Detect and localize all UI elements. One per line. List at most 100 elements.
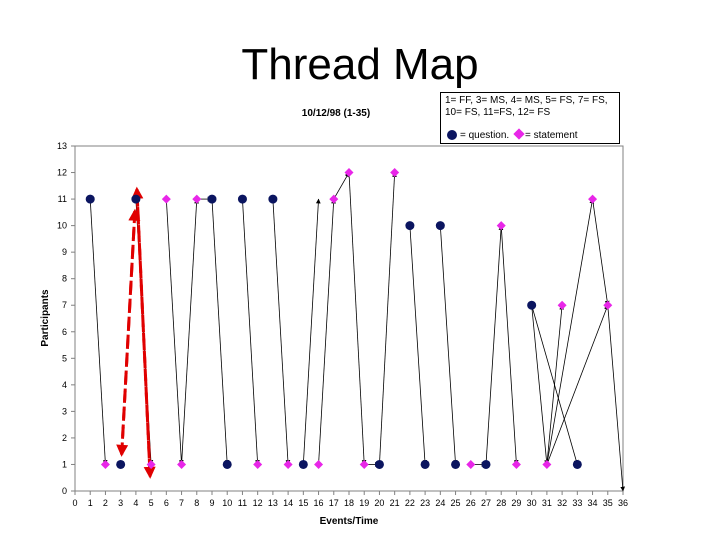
x-tick-label: 10: [222, 498, 232, 508]
statement-point: [557, 300, 567, 310]
question-point: [572, 459, 582, 469]
x-tick-label: 7: [179, 498, 184, 508]
question-marker-icon: [447, 130, 457, 140]
y-tick-label: 0: [62, 486, 67, 496]
y-tick-label: 4: [62, 380, 67, 390]
thread-link-arrow: [485, 225, 504, 465]
y-tick-label: 12: [57, 168, 67, 178]
statement-point: [192, 194, 202, 204]
question-point: [268, 194, 278, 204]
statement-point: [390, 168, 400, 178]
question-point: [222, 459, 232, 469]
x-tick-label: 30: [527, 498, 537, 508]
x-tick-label: 24: [435, 498, 445, 508]
x-tick-label: 36: [618, 498, 628, 508]
x-tick-label: 32: [557, 498, 567, 508]
question-point: [207, 194, 217, 204]
question-point: [420, 459, 430, 469]
data-points: [85, 168, 613, 469]
thread-link-arrow: [607, 305, 626, 492]
thread-link-arrow: [348, 172, 367, 465]
thread-link-arrow: [546, 304, 609, 465]
x-tick-label: 23: [420, 498, 430, 508]
legend-question-label: = question.: [460, 130, 510, 141]
x-tick-label: 16: [314, 498, 324, 508]
x-tick-label: 20: [374, 498, 384, 508]
question-point: [481, 459, 491, 469]
thread-link-arrow: [165, 199, 184, 465]
thread-link-arrow: [181, 198, 199, 465]
thread-link-arrow: [272, 199, 291, 465]
x-tick-label: 2: [103, 498, 108, 508]
x-tick-label: 35: [603, 498, 613, 508]
y-tick-label: 10: [57, 221, 67, 231]
question-point: [85, 194, 95, 204]
x-tick-label: 0: [72, 498, 77, 508]
y-tick-label: 7: [62, 300, 67, 310]
x-tick-label: 21: [390, 498, 400, 508]
x-tick-label: 13: [268, 498, 278, 508]
thread-link-arrow: [531, 305, 579, 465]
x-tick-label: 1: [88, 498, 93, 508]
y-tick-label: 13: [57, 141, 67, 151]
thread-link-arrow: [89, 199, 108, 465]
x-tick-label: 3: [118, 498, 123, 508]
question-point: [116, 459, 126, 469]
question-point: [374, 459, 384, 469]
thread-links: [89, 172, 626, 492]
x-tick-label: 11: [238, 498, 247, 508]
x-tick-label: 34: [588, 498, 598, 508]
statement-point: [177, 459, 187, 469]
x-tick-label: 15: [298, 498, 308, 508]
statement-point: [542, 459, 552, 469]
x-tick-label: 4: [133, 498, 138, 508]
plot-area: [74, 145, 624, 492]
y-tick-label: 6: [62, 327, 67, 337]
thread-link-arrow: [302, 198, 321, 465]
x-tick-label: 25: [451, 498, 461, 508]
page-title: Thread Map: [241, 40, 479, 89]
thread-link-arrow: [379, 172, 397, 465]
thread-link-arrow: [500, 225, 519, 465]
question-point: [527, 300, 537, 310]
thread-link-arrow: [531, 305, 549, 465]
thread-link-arrow: [592, 199, 610, 306]
y-tick-label: 3: [62, 406, 67, 416]
y-tick-label: 5: [62, 353, 67, 363]
x-tick-label: 26: [466, 498, 476, 508]
x-tick-label: 28: [496, 498, 506, 508]
x-tick-label: 31: [542, 498, 552, 508]
statement-point: [161, 194, 171, 204]
x-tick-label: 27: [481, 498, 491, 508]
thread-link-arrow: [318, 198, 336, 465]
statement-point: [603, 300, 613, 310]
chart-legend: 1= FF, 3= MS, 4= MS, 5= FS, 7= FS, 10= F…: [440, 92, 620, 144]
x-tick-label: 6: [164, 498, 169, 508]
statement-point: [314, 459, 324, 469]
statement-point: [253, 459, 263, 469]
thread-link-arrow: [546, 198, 595, 465]
x-tick-label: 14: [283, 498, 293, 508]
thread-link-arrow: [242, 199, 260, 465]
legend-mapping-text: 1= FF, 3= MS, 4= MS, 5= FS, 7= FS, 10= F…: [445, 95, 608, 118]
statement-point: [283, 459, 293, 469]
x-tick-label: 33: [572, 498, 582, 508]
thread-link-arrow: [211, 199, 230, 465]
question-point: [298, 459, 308, 469]
chart-title: 10/12/98 (1-35): [302, 108, 370, 119]
x-axis-label: Events/Time: [320, 516, 379, 527]
question-point: [435, 221, 445, 231]
x-tick-label: 9: [209, 498, 214, 508]
highlight-link-arrow: [131, 186, 152, 477]
question-point: [237, 194, 247, 204]
x-axis-ticks: 0 1 2 3 4 5 6 7 8 9 10 11 12 13 14 15 16 17 18 19 20 21 22 23 24…: [72, 491, 628, 508]
x-tick-label: 5: [149, 498, 154, 508]
thread-link-arrow: [333, 172, 350, 200]
statement-point: [146, 459, 156, 469]
question-point: [405, 221, 415, 231]
statement-point: [588, 194, 598, 204]
question-point: [131, 194, 141, 204]
statement-point: [344, 168, 354, 178]
